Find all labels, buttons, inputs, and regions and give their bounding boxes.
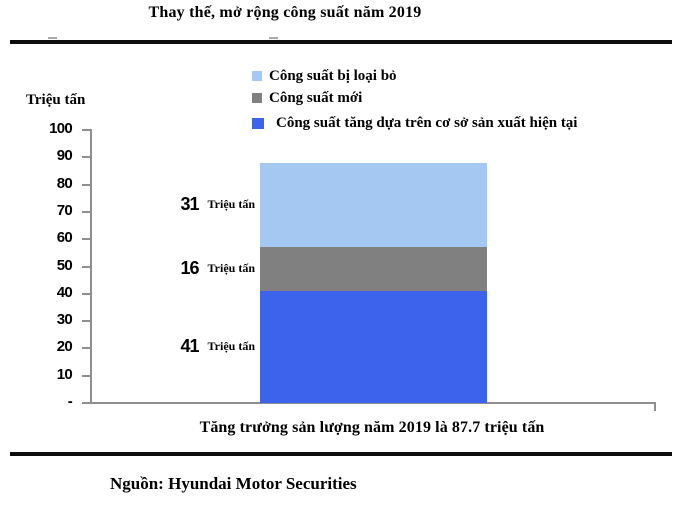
y-tick-label: 30 bbox=[56, 311, 73, 329]
bar-value-unit: Triệu tấn bbox=[207, 261, 255, 276]
y-tick-label: 80 bbox=[56, 174, 73, 192]
x-axis-label: Tăng trưởng sản lượng năm 2019 là 87.7 t… bbox=[199, 419, 545, 436]
legend-item: Công suất mới bbox=[252, 87, 577, 109]
legend-label: Công suất mới bbox=[269, 89, 363, 106]
x-axis-end-tick bbox=[654, 402, 656, 411]
y-tick-mark bbox=[82, 374, 91, 377]
divider-stub-right bbox=[269, 37, 278, 39]
bar-segment bbox=[260, 291, 487, 403]
y-tick-mark bbox=[82, 402, 91, 404]
legend-label: Công suất tăng dựa trên cơ sở sản xuất h… bbox=[276, 114, 578, 131]
y-tick-label: 100 bbox=[49, 120, 73, 137]
y-tick-label: 20 bbox=[56, 338, 73, 356]
bar-value-unit: Triệu tấn bbox=[207, 339, 255, 354]
y-tick-mark bbox=[82, 210, 91, 213]
y-tick-mark bbox=[82, 265, 91, 268]
legend-item: Công suất tăng dựa trên cơ sở sản xuất h… bbox=[252, 112, 577, 134]
chart-title: Thay thế, mở rộng công suất năm 2019 bbox=[148, 4, 422, 21]
legend-swatch-existing-capacity bbox=[252, 117, 264, 129]
bar-value-number: 16 bbox=[180, 258, 200, 279]
legend-item: Công suất bị loại bỏ bbox=[252, 65, 577, 87]
y-tick-label: 40 bbox=[56, 283, 73, 301]
divider-stub-left bbox=[48, 37, 57, 39]
bar-value-number: 41 bbox=[180, 336, 200, 357]
bar-segment bbox=[260, 162, 487, 248]
y-tick-mark bbox=[82, 292, 91, 295]
source-credit: Nguồn: Hyundai Motor Securities bbox=[110, 474, 357, 493]
y-tick-label: 90 bbox=[56, 147, 73, 165]
bar-value-label: 16 Triệu tấn bbox=[150, 258, 255, 279]
y-tick-mark bbox=[82, 129, 91, 131]
y-axis-line bbox=[90, 129, 92, 404]
bar-value-number: 31 bbox=[180, 194, 200, 215]
y-tick-label: - bbox=[67, 393, 73, 410]
y-tick-mark bbox=[82, 320, 91, 323]
legend-label: Công suất bị loại bỏ bbox=[269, 67, 397, 84]
y-tick-mark bbox=[82, 183, 91, 186]
legend-swatch-new-capacity bbox=[252, 93, 262, 103]
bottom-divider bbox=[10, 452, 672, 456]
chart-legend: Công suất bị loại bỏ Công suất mới Công … bbox=[252, 65, 577, 134]
bar-value-label: 31 Triệu tấn bbox=[150, 194, 255, 215]
y-tick-label: 50 bbox=[56, 256, 73, 274]
y-tick-label: 70 bbox=[56, 201, 73, 219]
y-tick-mark bbox=[82, 156, 91, 159]
y-tick-label: 10 bbox=[56, 365, 73, 383]
y-tick-mark bbox=[82, 347, 91, 350]
top-divider bbox=[10, 40, 672, 44]
y-axis-title: Triệu tấn bbox=[26, 92, 86, 108]
y-tick-label: 60 bbox=[56, 229, 73, 247]
y-tick-mark bbox=[82, 238, 91, 241]
bar-segment bbox=[260, 247, 487, 292]
bar-value-label: 41 Triệu tấn bbox=[150, 336, 255, 357]
legend-swatch-removed-capacity bbox=[252, 71, 262, 81]
x-axis-line bbox=[88, 402, 656, 404]
bar-value-unit: Triệu tấn bbox=[207, 197, 255, 212]
